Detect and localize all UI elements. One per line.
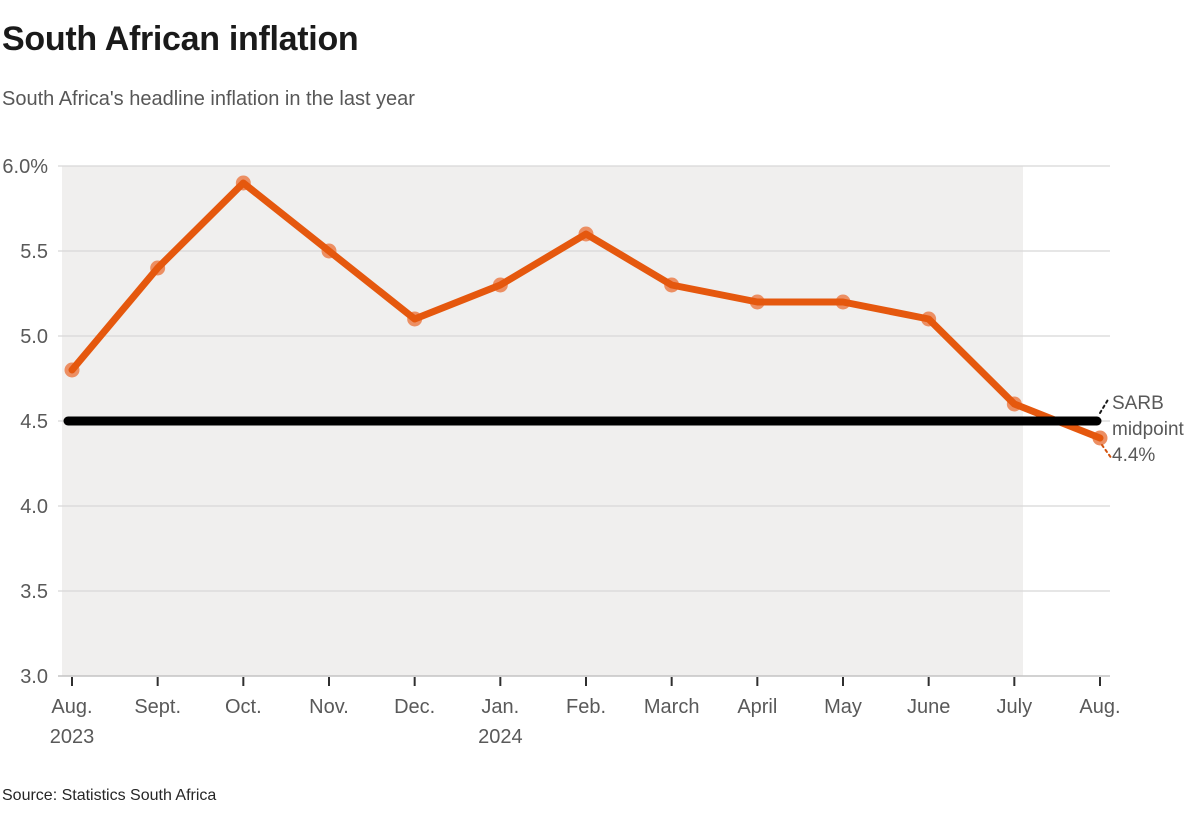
leader-dash-orange (1101, 444, 1113, 460)
x-tick-label: May (824, 696, 862, 718)
x-tick-label: March (644, 696, 700, 718)
x-tick-label: Dec. (394, 696, 435, 718)
annotation-line-midpoint: midpoint (1112, 419, 1184, 440)
x-tick-label: Oct. (225, 696, 262, 718)
x-tick-label: Jan. (481, 696, 519, 718)
y-axis-label: 3.5 (20, 581, 48, 603)
source-note: Source: Statistics South Africa (2, 787, 217, 804)
chart-subtitle: South Africa's headline inflation in the… (2, 88, 415, 110)
y-axis-label: 6.0% (2, 156, 48, 178)
annotation-last-value: 4.4% (1112, 445, 1156, 466)
leader-line-layer (1099, 397, 1113, 460)
axis-layer (58, 675, 1110, 686)
x-tick-label: July (997, 696, 1033, 718)
y-axis-label: 5.5 (20, 241, 48, 263)
y-axis-label: 5.0 (20, 326, 48, 348)
leader-dash-black (1099, 397, 1110, 414)
annotation-line-sarb: SARB (1112, 393, 1164, 414)
x-tick-label: April (737, 696, 777, 718)
x-tick-label: Aug. (1079, 696, 1120, 718)
series-layer (64, 175, 1108, 446)
chart-title: South African inflation (2, 20, 359, 58)
reference-annotation: SARB midpoint 4.4% (1112, 391, 1200, 469)
x-tick-year-label: 2024 (478, 726, 523, 748)
y-axis-label: 4.5 (20, 411, 48, 433)
inflation-line (68, 179, 1104, 442)
x-tick-year-label: 2023 (50, 726, 95, 748)
y-axis-label: 3.0 (20, 666, 48, 688)
y-axis-label: 4.0 (20, 496, 48, 518)
x-tick-label: Sept. (134, 696, 181, 718)
x-tick-label: Aug. (51, 696, 92, 718)
x-tick-label: Feb. (566, 696, 606, 718)
x-tick-label: Nov. (309, 696, 349, 718)
x-tick-label: June (907, 696, 950, 718)
